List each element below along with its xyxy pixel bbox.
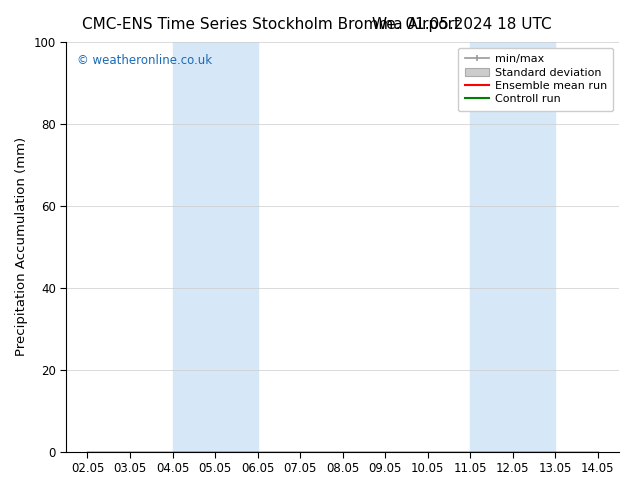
Bar	[470, 42, 555, 452]
Y-axis label: Precipitation Accumulation (mm): Precipitation Accumulation (mm)	[15, 137, 28, 356]
Text: We. 01.05.2024 18 UTC: We. 01.05.2024 18 UTC	[372, 17, 552, 32]
Text: © weatheronline.co.uk: © weatheronline.co.uk	[77, 54, 212, 67]
Bar	[172, 42, 257, 452]
Legend: min/max, Standard deviation, Ensemble mean run, Controll run: min/max, Standard deviation, Ensemble me…	[458, 48, 614, 111]
Text: CMC-ENS Time Series Stockholm Bromma Airport: CMC-ENS Time Series Stockholm Bromma Air…	[82, 17, 460, 32]
